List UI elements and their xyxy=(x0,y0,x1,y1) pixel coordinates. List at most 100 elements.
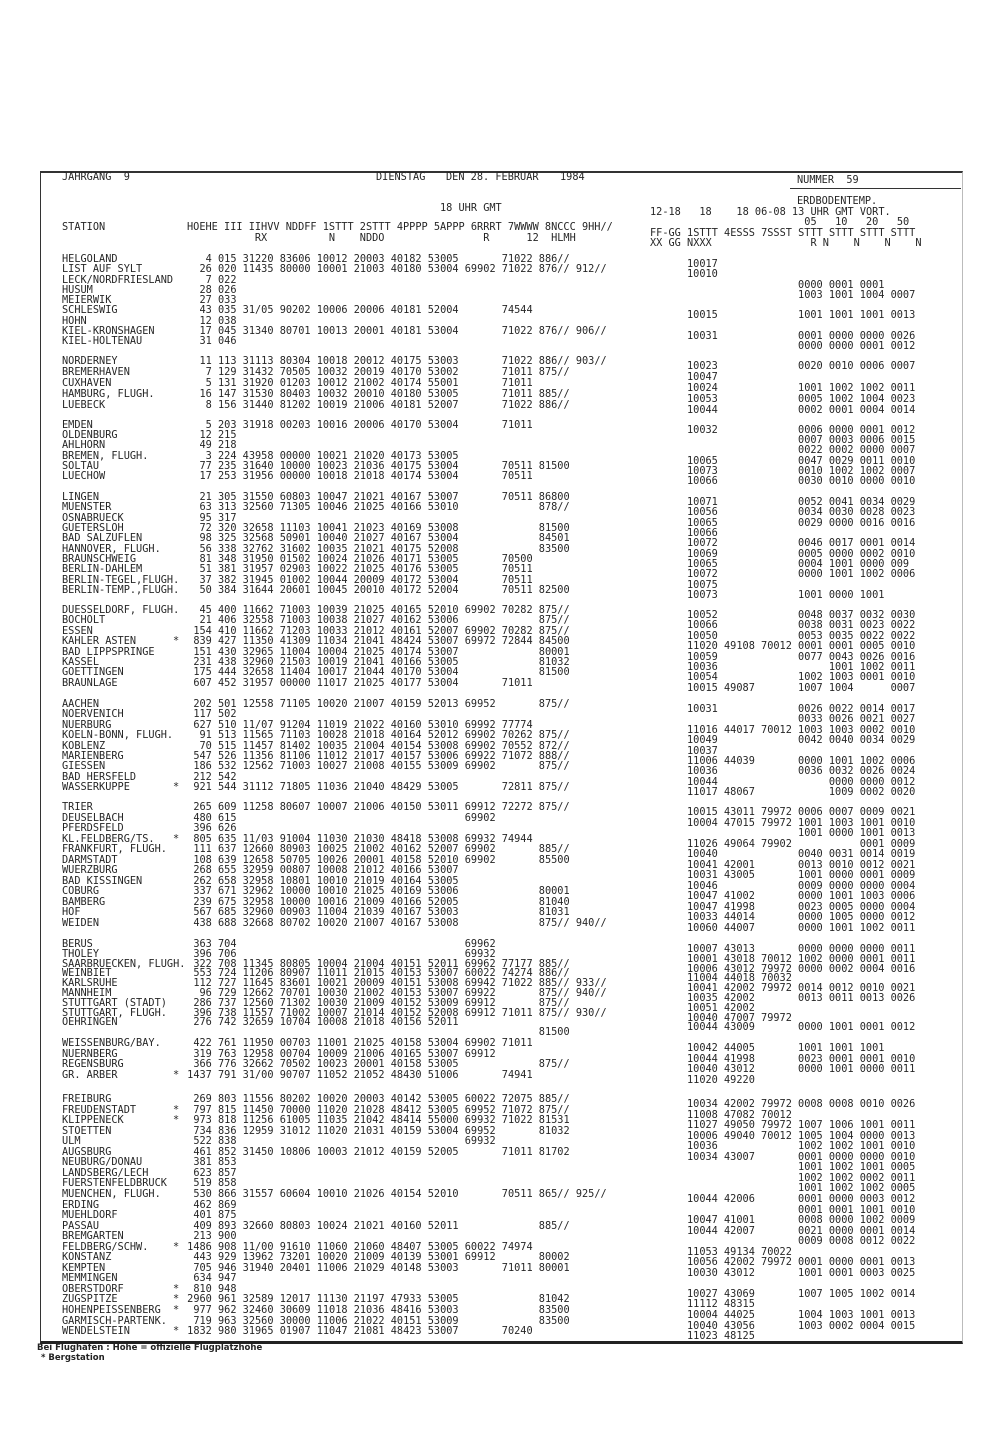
data-cell: 0023 xyxy=(890,506,916,519)
data-cell: 40166 xyxy=(390,501,422,514)
supplementary-data: 10047 41002 0000 1001 1003 0006 xyxy=(687,890,921,902)
data-cell: 43013 xyxy=(724,943,755,955)
station-name: DARMSTADT xyxy=(62,853,118,866)
data-cell: 705 xyxy=(193,1261,212,1274)
supplementary-data: 10053 0005 1002 1004 0023 xyxy=(687,393,921,405)
station-name: ULM xyxy=(62,1135,81,1148)
data-cell: 79972 xyxy=(761,962,792,975)
data-cell: 20012 xyxy=(353,355,385,367)
supplementary-data: 10056 0034 0030 0028 0023 xyxy=(687,506,921,518)
data-cell: 91204 xyxy=(279,718,311,731)
data-cell: 69902 xyxy=(464,1037,496,1049)
data-cell: 70511 xyxy=(501,459,533,472)
data-cell: 224 xyxy=(218,449,237,462)
data-cell: 70511 xyxy=(501,1187,533,1200)
data-cell: 90707 xyxy=(279,1069,311,1082)
data-cell: 452 xyxy=(218,676,237,689)
data-cell: 81202 xyxy=(279,399,311,411)
data-cell: 797 xyxy=(193,1103,212,1116)
station-name: FUERSTENFELDBRUCK xyxy=(62,1177,167,1190)
data-cell: 52012 xyxy=(427,729,459,742)
data-cell: 31950 xyxy=(242,552,274,565)
data-cell: 1001 xyxy=(828,1042,854,1054)
station-name: KASSEL xyxy=(62,656,100,668)
mountain-station-marker: * xyxy=(173,1325,180,1338)
data-cell: 31956 xyxy=(242,470,274,482)
data-cell: 269 xyxy=(193,1093,212,1105)
data-cell: 53003 xyxy=(427,906,459,918)
data-cell: 0002 xyxy=(828,444,854,457)
data-cell: 0006 xyxy=(890,755,916,767)
data-cell: 21025 xyxy=(353,604,385,616)
data-cell: 0000 xyxy=(798,1021,823,1034)
data-cell: 893 xyxy=(218,1219,237,1232)
data-cell: 113 xyxy=(218,355,237,367)
data-cell: 10026 xyxy=(316,853,348,866)
synop-data: 21 305 31550 60803 10047 21021 40167 53007 70511… xyxy=(181,491,576,503)
synop-data: 43 035 31/05 90202 10006 20006 40181 52004 74544 xyxy=(181,304,539,316)
data-cell: 71011 xyxy=(501,377,533,389)
table-row: REGENSBURG 366 776 32662 70502 10023 20001 4015… xyxy=(0,1058,1000,1071)
data-cell: 1003 xyxy=(798,1319,823,1332)
data-cell: 0001 xyxy=(798,1203,823,1216)
data-cell: 1001 xyxy=(859,1042,885,1054)
data-cell: 31450 xyxy=(242,1145,274,1158)
data-cell: 12959 xyxy=(242,1124,274,1137)
synop-data: 81 348 31950 01502 10024 21026 40171 53005 70500 xyxy=(181,553,539,565)
supplementary-data: 11004 44018 70032 xyxy=(687,972,798,984)
data-cell: 885// xyxy=(538,957,570,970)
station-name: KOELN-BONN, FLUGH. xyxy=(62,729,174,742)
station-name: LIST AUF SYLT xyxy=(62,263,143,276)
table-row: BAD SALZUFLEN 98 325 32568 50901 10040 21027 40… xyxy=(0,532,1000,544)
data-cell: 21039 xyxy=(353,906,385,918)
data-cell: 40154 xyxy=(390,1187,422,1200)
observation-time: 18 UHR GMT xyxy=(440,202,502,214)
synop-data: 422 761 11950 00703 11001 21025 40158 53004 6990… xyxy=(181,1037,539,1049)
data-cell: 0014 xyxy=(890,1287,916,1300)
issue-number-box xyxy=(790,171,961,189)
data-cell: 11008 xyxy=(687,1108,718,1121)
data-cell: 12660 xyxy=(242,843,274,855)
data-cell: 53008 xyxy=(427,977,459,990)
table-row: GIESSEN 186 532 12562 71003 10027 21008 40155 53… xyxy=(0,760,1000,772)
data-cell: 0000 xyxy=(798,568,823,581)
data-cell: 11019 xyxy=(316,718,348,731)
data-cell: 81032 xyxy=(538,656,570,668)
data-cell: 108 xyxy=(193,853,212,866)
data-cell: 0011 xyxy=(890,952,916,965)
supplementary-data: 10066 0030 0010 0000 0010 xyxy=(687,475,921,487)
supplementary-data: 10006 43012 79972 0000 0002 0004 0016 xyxy=(687,963,921,975)
data-cell: 10044 xyxy=(687,775,718,788)
data-cell: 1001 xyxy=(859,1203,885,1216)
data-cell: 0012 xyxy=(828,982,854,995)
table-row: KAHLER ASTEN * 839 427 11350 41309 11034 21041 4… xyxy=(0,635,1000,647)
data-cell: 79972 xyxy=(761,1119,792,1132)
data-cell: 761 xyxy=(218,1037,237,1049)
data-cell: 40166 xyxy=(390,656,422,668)
data-cell: 71203 xyxy=(279,624,311,637)
data-cell: 11206 xyxy=(242,967,274,980)
data-cell: 40172 xyxy=(390,573,422,586)
data-cell: 10033 xyxy=(316,624,348,637)
data-cell: 10045 xyxy=(316,583,348,596)
synop-data: 805 635 11/03 91004 11030 21030 48418 53008 6993… xyxy=(181,833,539,845)
data-cell: 31918 xyxy=(242,419,274,431)
data-cell: 53005 xyxy=(427,1240,459,1253)
data-cell: 1003 xyxy=(859,890,885,902)
data-cell: 48418 xyxy=(390,832,422,845)
data-cell: 43069 xyxy=(724,1287,755,1300)
data-cell: 10023 xyxy=(316,1058,348,1071)
data-cell: 53004 xyxy=(427,666,459,679)
data-cell: 0007 xyxy=(890,288,916,301)
data-cell: 21029 xyxy=(353,1261,385,1274)
data-cell: 53005 xyxy=(427,1093,459,1105)
station-name: KLIPPENECK xyxy=(62,1114,124,1127)
data-cell: 908 xyxy=(218,1240,237,1253)
data-cell: 1001 xyxy=(828,661,854,673)
synop-data: 7 129 31432 70505 10032 20019 40170 53002 71011 8… xyxy=(181,366,576,378)
data-cell: 71022 xyxy=(501,355,533,367)
data-cell: 69902 xyxy=(464,811,496,824)
station-name: NEUBURG/DONAU xyxy=(62,1156,143,1169)
supplementary-data: 10040 0040 0031 0014 0019 xyxy=(687,848,921,860)
synop-data: 269 803 11556 80202 10020 20003 40142 53005 6002… xyxy=(181,1093,576,1105)
